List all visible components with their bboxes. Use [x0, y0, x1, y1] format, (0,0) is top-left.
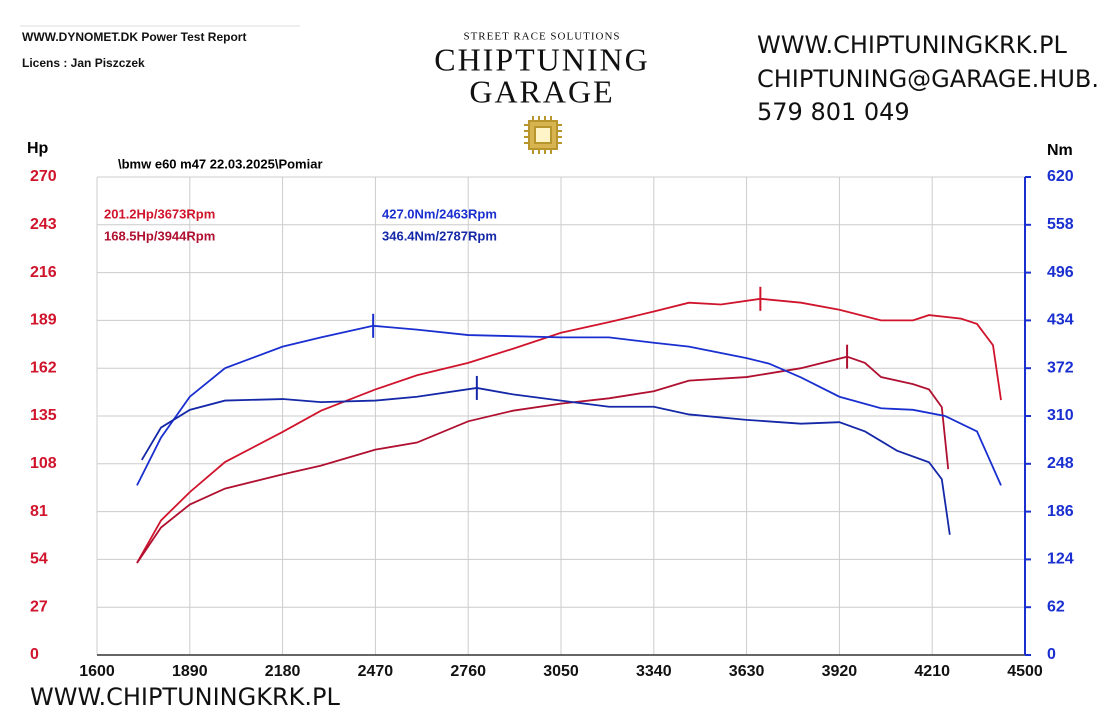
- logo-chip: [524, 116, 562, 154]
- y2-tick-label: 62: [1047, 598, 1065, 615]
- y2-tick-label: 558: [1047, 216, 1074, 233]
- y-tick-label: 270: [30, 168, 57, 185]
- y-tick-label: 0: [30, 646, 39, 663]
- peak-label: 168.5Hp/3944Rpm: [104, 228, 215, 243]
- y-tick-label: 108: [30, 455, 57, 472]
- y2-tick-label: 248: [1047, 455, 1074, 472]
- series-line: [136, 297, 1002, 564]
- x-tick-label: 3050: [543, 663, 579, 680]
- x-tick-label: 3920: [822, 663, 858, 680]
- y2-tick-label: 372: [1047, 359, 1074, 376]
- y-axis-label: Hp: [27, 140, 49, 157]
- contact-email: CHIPTUNING@GARAGE.HUB.PL: [757, 65, 1100, 93]
- y2-tick-label: 496: [1047, 264, 1074, 281]
- x-tick-label: 4210: [914, 663, 950, 680]
- peak-label: 427.0Nm/2463Rpm: [382, 206, 497, 221]
- contact-web: WWW.CHIPTUNINGKRK.PL: [757, 31, 1067, 59]
- y2-tick-label: 620: [1047, 168, 1074, 185]
- header-site: WWW.DYNOMET.DK Power Test Report: [22, 30, 246, 44]
- x-tick-label: 1890: [172, 663, 208, 680]
- x-tick-label: 2180: [265, 663, 301, 680]
- y-tick-label: 81: [30, 503, 48, 520]
- y2-axis-label: Nm: [1047, 142, 1073, 159]
- logo-line2: GARAGE: [469, 73, 614, 109]
- y-tick-label: 216: [30, 264, 57, 281]
- y2-tick-label: 186: [1047, 503, 1074, 520]
- y2-tick-label: 124: [1047, 551, 1074, 568]
- y-tick-label: 27: [30, 598, 48, 615]
- y-tick-label: 243: [30, 216, 57, 233]
- footer-web: WWW.CHIPTUNINGKRK.PL: [30, 683, 340, 711]
- y-tick-label: 135: [30, 407, 57, 424]
- y2-tick-label: 434: [1047, 312, 1074, 329]
- y-tick-label: 189: [30, 312, 57, 329]
- series-line: [141, 387, 951, 535]
- x-tick-label: 3340: [636, 663, 672, 680]
- peak-label: 201.2Hp/3673Rpm: [104, 206, 215, 221]
- series-line: [136, 324, 1002, 486]
- x-tick-label: 2470: [358, 663, 394, 680]
- series-line: [136, 355, 950, 564]
- chart-title: \bmw e60 m47 22.03.2025\Pomiar: [118, 156, 323, 171]
- header-licence: Licens : Jan Piszczek: [22, 56, 145, 70]
- x-tick-label: 3630: [729, 663, 765, 680]
- x-tick-label: 2760: [450, 663, 486, 680]
- x-tick-label: 1600: [79, 663, 115, 680]
- y2-tick-label: 0: [1047, 646, 1056, 663]
- y-tick-label: 162: [30, 359, 57, 376]
- logo-line1: CHIPTUNING: [434, 41, 650, 77]
- x-tick-label: 4500: [1007, 663, 1043, 680]
- logo-tagline: STREET RACE SOLUTIONS: [463, 31, 620, 43]
- contact-phone: 579 801 049: [757, 98, 910, 126]
- y-tick-label: 54: [30, 551, 48, 568]
- peak-label: 346.4Nm/2787Rpm: [382, 228, 497, 243]
- y2-tick-label: 310: [1047, 407, 1074, 424]
